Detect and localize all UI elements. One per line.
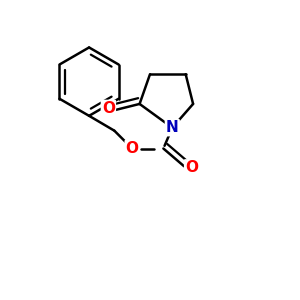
Text: O: O [185,160,198,175]
Text: O: O [102,101,115,116]
Text: N: N [166,120,179,135]
Text: O: O [126,141,139,156]
